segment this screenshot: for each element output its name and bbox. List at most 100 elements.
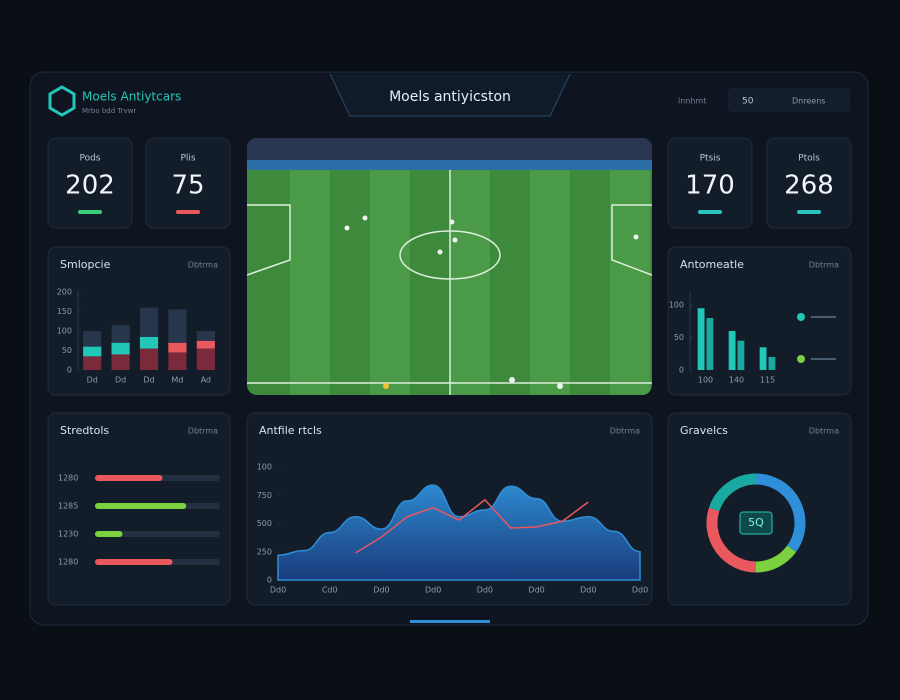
bar (95, 475, 163, 481)
y-tick-label: 0 (679, 366, 684, 375)
bar-segment (196, 348, 215, 370)
x-tick-label: Ad (201, 376, 211, 385)
bar-segment (83, 356, 102, 370)
x-tick-label: Dd0 (528, 586, 544, 595)
bar (697, 308, 705, 370)
x-tick-label: Md (171, 376, 183, 385)
kpi-value: 202 (65, 171, 115, 201)
x-tick-label: 100 (698, 376, 713, 385)
match-video[interactable] (247, 138, 652, 395)
y-tick-label: 250 (257, 547, 272, 556)
kpi-card (667, 137, 753, 229)
panel-title: Antfile rtcls (259, 424, 322, 437)
kpi-value: 268 (784, 171, 834, 201)
area (277, 484, 641, 581)
bar (768, 357, 776, 370)
kpi-indicator (797, 210, 821, 214)
panel-subtitle: Dbtrma (610, 427, 640, 436)
players (344, 215, 639, 389)
bar-segment (83, 331, 102, 347)
y-tick-label: 50 (674, 333, 684, 342)
panel-title: Gravelcs (680, 424, 728, 437)
bar (95, 559, 173, 565)
y-tick-label: 100 (57, 327, 72, 336)
bar-segment (83, 346, 102, 357)
legend-dot (797, 313, 805, 321)
y-tick-label: 750 (257, 491, 272, 500)
bar-segment (196, 331, 215, 341)
bar-segment (139, 307, 159, 337)
kpi-card (766, 137, 852, 229)
title-tab (329, 73, 571, 117)
y-tick-label: 1280 (58, 474, 78, 483)
kpi-label: Pods (79, 154, 100, 164)
top-controls (728, 88, 850, 112)
bar-track (95, 531, 220, 537)
panel-subtitle: Dbtrma (188, 261, 218, 270)
kpi-label: Plis (180, 154, 195, 164)
kpi-label: Ptols (798, 154, 820, 164)
menu[interactable]: lnnhmt (678, 97, 706, 106)
y-tick-label: 1230 (58, 530, 78, 539)
logo (48, 85, 76, 117)
bar (95, 503, 187, 509)
frame-accent (410, 620, 490, 623)
x-tick-label: Dd (115, 376, 126, 385)
panel-title: Antomeatle (680, 258, 744, 271)
panel (667, 412, 852, 606)
panel-title: Stredtols (60, 424, 109, 437)
brand-sub: Mrbo bdd Trvwr (82, 107, 136, 115)
x-tick-label: Cd0 (322, 586, 338, 595)
x-tick-label: Dd0 (425, 586, 441, 595)
panel-title: Smlopcie (60, 258, 111, 271)
panel (667, 246, 852, 396)
panel-subtitle: Dbtrma (809, 261, 839, 270)
x-tick-label: Dd0 (270, 586, 286, 595)
bar (759, 347, 767, 370)
x-tick-label: Dd (143, 376, 154, 385)
center-label: 5Q (748, 516, 764, 529)
y-tick-label: 50 (62, 346, 72, 355)
pitch-lines (247, 170, 652, 395)
donut-segment (708, 473, 757, 512)
page-title: Moels antiyicston (389, 89, 511, 105)
y-tick-label: 100 (257, 463, 272, 472)
x-tick-label: Dd0 (373, 586, 389, 595)
kpi-indicator (698, 210, 722, 214)
ad-boards (247, 160, 652, 170)
bar (728, 331, 736, 370)
brand: Moels Antiytcars (82, 90, 181, 104)
y-tick-label: 1280 (58, 558, 78, 567)
bar (706, 318, 714, 370)
kpi-value: 75 (171, 171, 204, 201)
y-tick-label: 150 (57, 307, 72, 316)
bar (737, 340, 745, 370)
bar-segment (139, 336, 159, 349)
panel-subtitle: Dbtrma (809, 427, 839, 436)
bar (95, 531, 123, 537)
bar-segment (168, 352, 187, 370)
kpi-card (145, 137, 231, 229)
y-tick-label: 200 (57, 288, 72, 297)
user[interactable]: Dnreens (792, 97, 825, 106)
line (355, 498, 589, 554)
y-tick-label: 0 (267, 576, 272, 585)
pitch-stripes (290, 170, 650, 395)
legend-dot (797, 355, 805, 363)
center-badge (739, 511, 773, 535)
bar-segment (168, 342, 187, 353)
bar-segment (111, 354, 130, 370)
legend-line (811, 358, 836, 360)
kpi-label: Ptsis (700, 154, 721, 164)
bar-segment (168, 309, 187, 343)
x-tick-label: Dd (87, 376, 98, 385)
kpi-card (47, 137, 133, 229)
donut-segment (706, 507, 757, 573)
y-tick-label: 100 (669, 301, 684, 310)
x-tick-label: 140 (729, 376, 744, 385)
x-tick-label: 115 (760, 376, 775, 385)
badge[interactable]: 50 (742, 97, 754, 107)
y-tick-label: 0 (67, 366, 72, 375)
